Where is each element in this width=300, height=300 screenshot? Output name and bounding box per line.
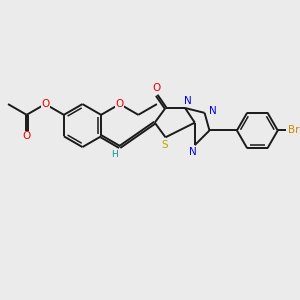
- Text: O: O: [22, 131, 31, 141]
- Text: O: O: [116, 99, 124, 109]
- Text: S: S: [161, 140, 168, 150]
- Text: O: O: [153, 83, 161, 94]
- Text: H: H: [111, 150, 118, 159]
- Text: O: O: [41, 99, 50, 109]
- Text: N: N: [184, 96, 192, 106]
- Text: Br: Br: [288, 125, 299, 136]
- Text: N: N: [208, 106, 216, 116]
- Text: N: N: [189, 147, 197, 157]
